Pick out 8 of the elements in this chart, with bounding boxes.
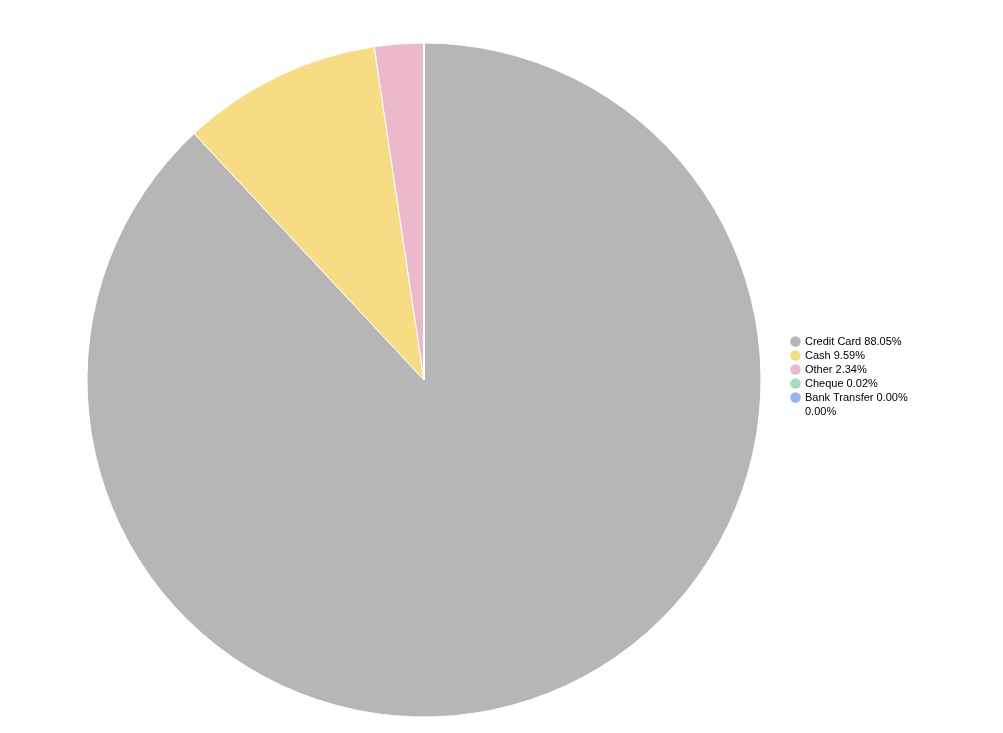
legend-label: Cash 9.59% — [805, 348, 866, 361]
legend-label: Other 2.34% — [805, 362, 867, 375]
legend-label: Credit Card 88.05% — [805, 334, 902, 347]
legend-label: Cheque 0.02% — [805, 376, 878, 389]
text: 0.00% — [805, 404, 837, 417]
pie-slice — [86, 42, 762, 718]
pie-slice — [193, 46, 425, 381]
legend-label: Bank Transfer 0.00% — [805, 390, 908, 403]
